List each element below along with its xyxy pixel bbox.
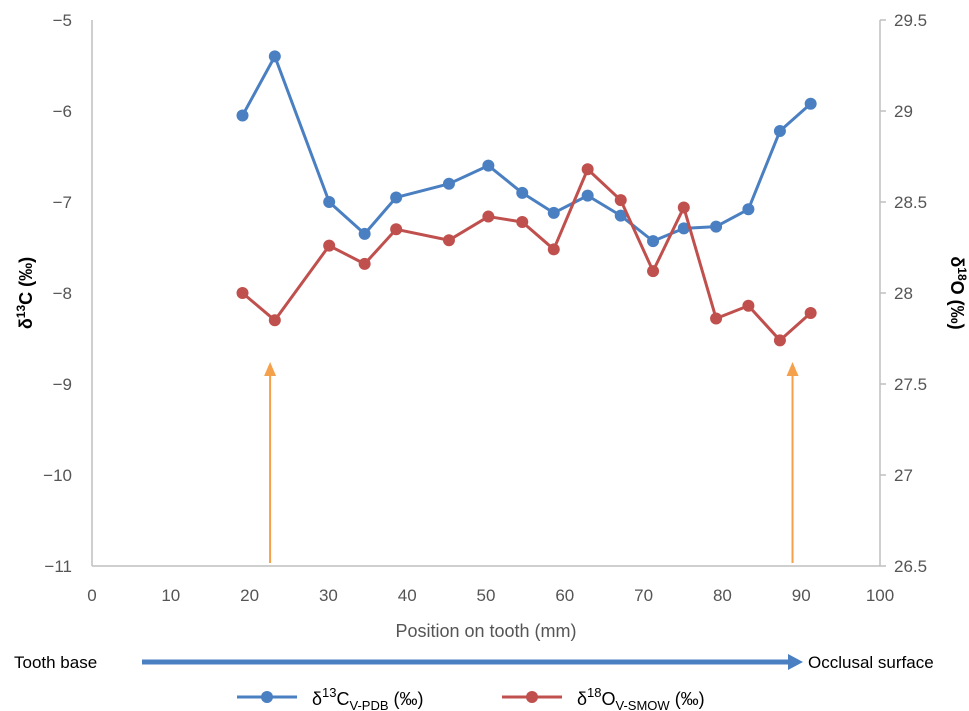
left-axis-title: δ13C (‰) — [14, 257, 36, 329]
data-point — [547, 243, 560, 256]
legend-label: δ13CV-PDB (‰) — [312, 685, 424, 711]
data-point — [647, 235, 660, 248]
marker-arrows — [264, 362, 799, 563]
legend-label: δ18OV-SMOW (‰) — [577, 685, 705, 711]
series-d18o — [236, 163, 817, 347]
left-tick-labels: −11 −10 −9 −8 −7 −6 −5 — [43, 11, 72, 576]
series-d13c — [236, 50, 817, 248]
right-tick-label: 27.5 — [894, 375, 927, 394]
data-point — [742, 299, 755, 312]
x-tick-label: 0 — [87, 586, 96, 605]
data-point — [547, 206, 560, 219]
data-point — [581, 189, 594, 202]
data-point — [358, 227, 371, 240]
tooth-direction-arrow-head — [788, 654, 803, 670]
data-point — [482, 159, 495, 172]
data-point — [390, 191, 403, 204]
axes — [91, 20, 881, 567]
data-point — [773, 334, 786, 347]
data-point — [268, 314, 281, 327]
legend-item: δ13CV-PDB (‰) — [237, 685, 424, 711]
data-point — [442, 234, 455, 247]
data-point — [516, 216, 529, 229]
left-tick-label: −5 — [53, 11, 72, 30]
data-point — [482, 210, 495, 223]
x-tick-label: 80 — [713, 586, 732, 605]
data-point — [442, 177, 455, 190]
data-point — [677, 201, 690, 214]
data-point — [581, 163, 594, 176]
data-point — [268, 50, 281, 63]
x-tick-label: 20 — [240, 586, 259, 605]
data-point — [358, 257, 371, 270]
left-tick-label: −6 — [53, 102, 72, 121]
x-tick-label: 100 — [866, 586, 894, 605]
right-tick-labels: 26.5 27 27.5 28 28.5 29 29.5 — [880, 11, 927, 576]
right-tick-label: 28.5 — [894, 193, 927, 212]
right-axis-title: δ18O (‰) — [947, 256, 969, 329]
data-point — [647, 265, 660, 278]
x-tick-label: 40 — [398, 586, 417, 605]
data-point — [236, 109, 249, 122]
left-tick-label: −8 — [53, 284, 72, 303]
occlusal-surface-label: Occlusal surface — [808, 653, 934, 672]
right-tick-label: 29.5 — [894, 11, 927, 30]
marker-arrow-head — [786, 362, 799, 376]
left-tick-label: −9 — [53, 375, 72, 394]
left-tick-label: −11 — [44, 557, 72, 576]
data-point — [742, 203, 755, 216]
marker-arrow-head — [264, 362, 277, 376]
x-tick-label: 10 — [161, 586, 180, 605]
x-tick-label: 60 — [555, 586, 574, 605]
series-layer — [236, 50, 817, 347]
tooth-base-label: Tooth base — [14, 653, 97, 672]
right-tick-label: 28 — [894, 284, 913, 303]
x-tick-label: 90 — [792, 586, 811, 605]
x-tick-labels: 0 10 20 30 40 50 60 70 80 90 100 — [87, 586, 894, 605]
right-tick-label: 27 — [894, 466, 913, 485]
tooth-orientation-band: Tooth base Occlusal surface — [14, 653, 934, 672]
data-point — [710, 220, 723, 233]
data-point — [773, 125, 786, 138]
x-tick-label: 50 — [477, 586, 496, 605]
legend: δ13CV-PDB (‰) δ18OV-SMOW (‰) — [237, 685, 705, 711]
right-tick-label: 29 — [894, 102, 913, 121]
data-point — [677, 222, 690, 235]
x-tick-label: 70 — [634, 586, 653, 605]
data-point — [614, 194, 627, 207]
left-tick-label: −7 — [53, 193, 72, 212]
right-tick-label: 26.5 — [894, 557, 927, 576]
x-axis-title: Position on tooth (mm) — [395, 621, 576, 641]
data-point — [804, 307, 817, 320]
data-point — [390, 223, 403, 236]
legend-swatch-marker — [261, 691, 273, 703]
data-point — [323, 239, 336, 252]
data-point — [236, 287, 249, 299]
left-tick-label: −10 — [43, 466, 72, 485]
data-point — [516, 186, 529, 199]
legend-item: δ18OV-SMOW (‰) — [502, 685, 705, 711]
data-point — [614, 209, 627, 222]
data-point — [323, 196, 336, 208]
series-line — [241, 54, 812, 243]
data-point — [804, 97, 817, 110]
legend-swatch-marker — [526, 691, 538, 703]
data-point — [710, 312, 723, 325]
x-tick-label: 30 — [319, 586, 338, 605]
